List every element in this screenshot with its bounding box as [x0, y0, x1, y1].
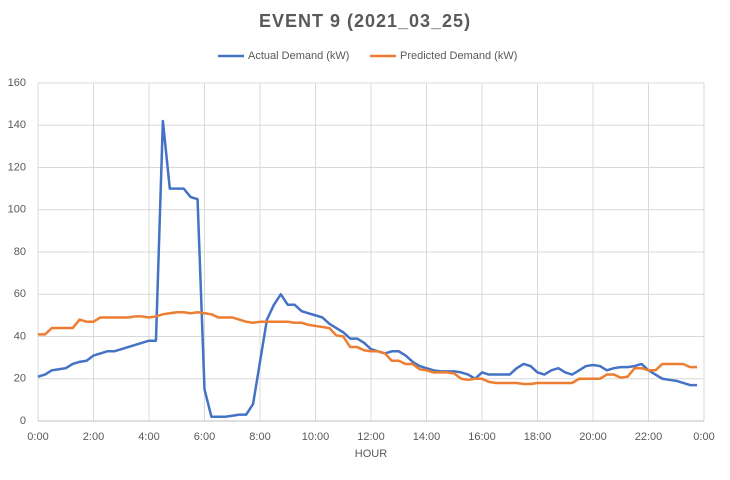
x-tick-label: 14:00	[413, 431, 441, 443]
x-tick-label: 8:00	[249, 431, 270, 443]
y-tick-label: 20	[14, 373, 26, 385]
y-tick-label: 100	[8, 204, 26, 216]
x-tick-label: 2:00	[83, 431, 104, 443]
y-tick-label: 0	[20, 415, 26, 427]
x-tick-label: 20:00	[579, 431, 607, 443]
y-tick-label: 120	[8, 161, 26, 173]
y-tick-label: 40	[14, 330, 26, 342]
chart-title: EVENT 9 (2021_03_25)	[259, 11, 471, 31]
x-tick-label: 22:00	[635, 431, 663, 443]
legend-label: Actual Demand (kW)	[248, 50, 349, 62]
x-tick-label: 0:00	[693, 431, 714, 443]
x-tick-label: 12:00	[357, 431, 385, 443]
x-tick-label: 6:00	[194, 431, 215, 443]
x-tick-label: 10:00	[302, 431, 330, 443]
x-tick-label: 18:00	[524, 431, 552, 443]
data-line	[38, 310, 698, 386]
y-tick-label: 60	[14, 288, 26, 300]
y-tick-label: 140	[8, 119, 26, 131]
legend-label: Predicted Demand (kW)	[400, 50, 517, 62]
y-tick-label: 80	[14, 246, 26, 258]
data-line	[37, 119, 698, 419]
x-tick-label: 0:00	[27, 431, 48, 443]
y-tick-label: 160	[8, 77, 26, 89]
x-axis-label: HOUR	[355, 448, 387, 460]
x-tick-label: 16:00	[468, 431, 496, 443]
x-tick-label: 4:00	[138, 431, 159, 443]
